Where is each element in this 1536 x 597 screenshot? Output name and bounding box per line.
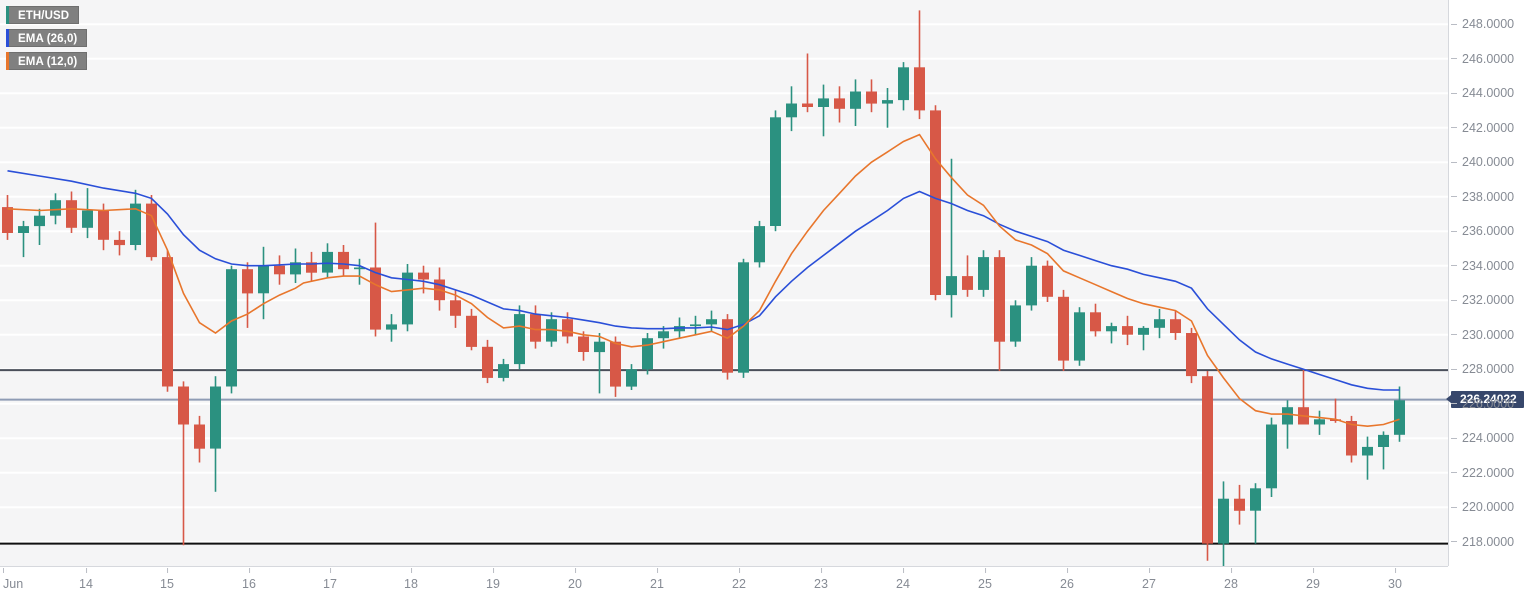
legend-item-ema26[interactable]: EMA (26,0)	[6, 29, 88, 47]
time-tick: 22	[732, 568, 746, 591]
current-price-badge: 226.24022	[1446, 391, 1524, 409]
legend-label-ema26: EMA (26,0)	[9, 29, 88, 47]
time-tick: 19	[486, 568, 500, 591]
symbol-color-swatch	[6, 6, 9, 24]
time-tick: 15	[160, 568, 174, 591]
price-tick: 240.0000	[1449, 155, 1514, 169]
price-tick: 246.0000	[1449, 52, 1514, 66]
price-tick: 244.0000	[1449, 86, 1514, 100]
price-tick: 218.0000	[1449, 535, 1514, 549]
time-tick: 26	[1060, 568, 1074, 591]
time-tick: 24	[896, 568, 910, 591]
time-tick: 27	[1142, 568, 1156, 591]
price-tick: 226.0000	[1449, 397, 1514, 411]
time-axis[interactable]: Jun 14 15 16 17 18 19 20 21 22 23 24 25 26 27 28 29 30	[0, 566, 1448, 597]
legend-item-ema12[interactable]: EMA (12,0)	[6, 52, 88, 70]
price-tick: 228.0000	[1449, 362, 1514, 376]
time-tick: 18	[404, 568, 418, 591]
time-tick: 21	[650, 568, 664, 591]
legend-label-ema12: EMA (12,0)	[9, 52, 88, 70]
time-tick: 16	[242, 568, 256, 591]
candlestick-svg	[0, 10, 1448, 566]
ema12-line	[7, 133, 1400, 428]
time-tick: 23	[814, 568, 828, 591]
price-tick: 248.0000	[1449, 17, 1514, 31]
price-tick: 236.0000	[1449, 224, 1514, 238]
time-tick: 29	[1306, 568, 1320, 591]
price-tick: 232.0000	[1449, 293, 1514, 307]
time-tick: Jun	[3, 568, 24, 591]
price-tick: 224.0000	[1449, 431, 1514, 445]
time-tick: 25	[978, 568, 992, 591]
legend-item-symbol[interactable]: ETH/USD	[6, 6, 87, 24]
chart-plot-area[interactable]: ETH/USD EMA (26,0) EMA (12,0)	[0, 0, 1448, 566]
time-tick: 20	[568, 568, 582, 591]
ema12-color-swatch	[6, 52, 9, 70]
time-tick: 30	[1388, 568, 1402, 591]
ema26-line	[7, 170, 1400, 391]
price-tick: 220.0000	[1449, 500, 1514, 514]
gridlines	[0, 23, 1448, 543]
ema26-color-swatch	[6, 29, 9, 47]
price-axis[interactable]: 226.24022 248.0000 246.0000 244.0000 242.00…	[1446, 0, 1536, 566]
price-tick: 238.0000	[1449, 190, 1514, 204]
legend-label-symbol: ETH/USD	[9, 6, 80, 24]
candle-series	[2, 10, 1405, 566]
chart-legend: ETH/USD EMA (26,0) EMA (12,0)	[6, 6, 88, 75]
time-tick: 28	[1224, 568, 1238, 591]
price-tick: 222.0000	[1449, 466, 1514, 480]
time-tick: 17	[323, 568, 337, 591]
price-tick: 242.0000	[1449, 121, 1514, 135]
time-tick: 14	[79, 568, 93, 591]
price-tick: 230.0000	[1449, 328, 1514, 342]
price-tick: 234.0000	[1449, 259, 1514, 273]
